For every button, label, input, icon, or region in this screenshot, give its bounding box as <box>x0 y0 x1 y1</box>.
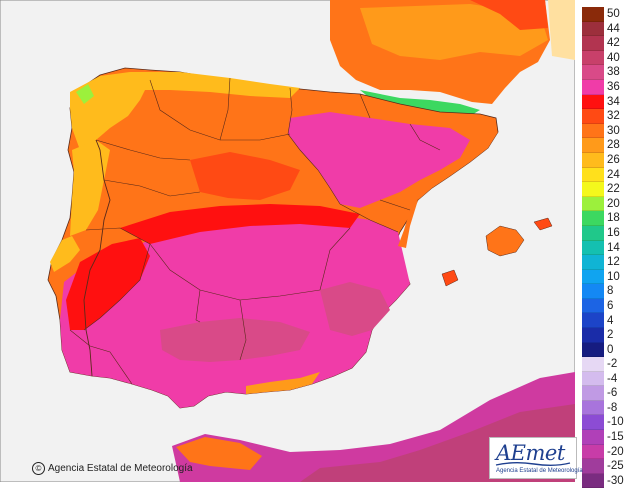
legend-warm-label: 30 <box>607 124 620 137</box>
legend-warm-label: 26 <box>607 154 620 166</box>
legend-cold-label: -30 <box>607 474 624 487</box>
legend-warm-swatch <box>582 79 604 95</box>
copyright-icon: © <box>32 462 45 475</box>
legend-warm-label: 44 <box>607 22 620 35</box>
galicia-cool <box>76 84 94 104</box>
legend-warm-label: 20 <box>607 197 620 210</box>
legend-warm-swatch <box>582 94 604 110</box>
logo-subtitle: Agencia Estatal de Meteorología <box>496 468 583 474</box>
legend-cold-label: -2 <box>607 358 618 370</box>
tajo-belt-hot <box>120 204 360 244</box>
north-africa-coast-warm <box>176 437 262 470</box>
legend-warm-swatch <box>582 211 604 226</box>
legend-warm-label: 18 <box>607 212 620 225</box>
legend-cold-swatch <box>582 444 604 460</box>
legend-warm-label: 16 <box>607 227 620 239</box>
legend-warm-swatch <box>582 284 604 299</box>
temperature-map <box>0 0 575 482</box>
legend-labels: 50 44 42 40 38 36 34 32 30 28 26 24 22 20 18 16 14 12 10 8 6… <box>607 0 630 500</box>
legend-warm-swatch <box>582 138 604 153</box>
france-yellow-strip <box>548 0 575 60</box>
legend-warm-swatch <box>582 36 604 51</box>
legend-warm-swatch <box>582 167 604 183</box>
legend-warm-swatch <box>582 313 604 329</box>
credit-text: Agencia Estatal de Meteorología <box>48 463 193 475</box>
legend-warm-label: 32 <box>607 110 620 123</box>
mallorca-island <box>485 225 525 257</box>
guadalquivir-hottest <box>160 318 310 362</box>
legend-cold-label: -8 <box>607 401 618 414</box>
legend-cold-swatch <box>582 473 604 489</box>
legend-warm-swatch <box>582 65 604 80</box>
legend-cold-label: -10 <box>607 416 624 429</box>
legend-cold-swatch <box>582 400 604 416</box>
legend-warm-label: 2 <box>607 329 614 342</box>
portugal-border <box>83 139 111 377</box>
copyright-credit: © Agencia Estatal de Meteorología <box>32 462 193 475</box>
legend-warm-label: 0 <box>607 343 614 356</box>
aemet-logo: AEmet Agencia Estatal de Meteorología <box>489 437 583 479</box>
ibiza-island <box>441 269 459 287</box>
portugal-coast-warm <box>50 236 80 272</box>
logo-brand: AEmet <box>496 441 565 465</box>
legend-warm-swatch <box>582 50 604 66</box>
legend-warm-swatch <box>582 298 604 314</box>
legend-warm-swatch <box>582 196 604 212</box>
legend-warm-swatch <box>582 225 604 241</box>
legend-warm-label: 14 <box>607 241 620 254</box>
legend-warm-swatch <box>582 109 604 124</box>
legend-cold-swatch <box>582 371 604 387</box>
legend-warm-label: 50 <box>607 8 620 20</box>
duero-basin-hot <box>190 152 300 200</box>
legend-cold-label: -15 <box>607 431 624 443</box>
logo-swoosh-icon <box>495 462 571 466</box>
legend-cold-swatch <box>582 459 604 474</box>
valencia-coast-warm <box>398 128 498 248</box>
france-warm-hills <box>360 4 548 60</box>
portugal-north-mild <box>70 140 110 236</box>
legend-warm-swatch <box>582 240 604 256</box>
legend-warm-label: 22 <box>607 183 620 196</box>
regional-boundaries <box>69 77 441 385</box>
legend-warm-label: 34 <box>607 95 620 108</box>
temperature-legend-cold <box>582 357 604 489</box>
legend-warm-swatch <box>582 269 604 285</box>
western-interior-hot <box>66 238 150 330</box>
legend-cold-swatch <box>582 357 604 372</box>
temperature-legend-warm <box>582 7 604 358</box>
legend-warm-label: 42 <box>607 37 620 50</box>
legend-warm-label: 12 <box>607 256 620 269</box>
legend-warm-swatch <box>582 123 604 139</box>
legend-warm-label: 10 <box>607 270 620 283</box>
legend-warm-label: 28 <box>607 139 620 152</box>
andalusia-coast-cool <box>246 372 320 394</box>
legend-warm-swatch <box>582 152 604 168</box>
france-cool-alps <box>470 0 548 30</box>
ebro-valley-very-hot <box>288 112 470 208</box>
legend-warm-label: 4 <box>607 314 614 327</box>
legend-cold-swatch <box>582 429 604 445</box>
legend-warm-label: 8 <box>607 285 614 298</box>
legend-cold-label: -25 <box>607 460 624 473</box>
southeast-hottest <box>320 282 390 336</box>
legend-warm-swatch <box>582 328 604 343</box>
legend-warm-swatch <box>582 21 604 37</box>
menorca-island <box>533 217 553 231</box>
legend-warm-swatch <box>582 342 604 358</box>
pyrenees-cool <box>360 90 480 116</box>
legend-cold-label: -20 <box>607 445 624 458</box>
legend-warm-swatch <box>582 182 604 197</box>
legend-warm-label: 36 <box>607 81 620 93</box>
legend-warm-label: 6 <box>607 300 614 312</box>
legend-cold-swatch <box>582 415 604 430</box>
legend-warm-label: 24 <box>607 168 620 181</box>
legend-warm-swatch <box>582 255 604 270</box>
legend-warm-label: 40 <box>607 51 620 64</box>
legend-warm-swatch <box>582 7 604 22</box>
legend-cold-label: -6 <box>607 387 618 400</box>
cantabrian-coast-warm <box>130 72 300 98</box>
legend-cold-swatch <box>582 386 604 401</box>
legend-cold-label: -4 <box>607 372 618 385</box>
legend-warm-label: 38 <box>607 66 620 79</box>
